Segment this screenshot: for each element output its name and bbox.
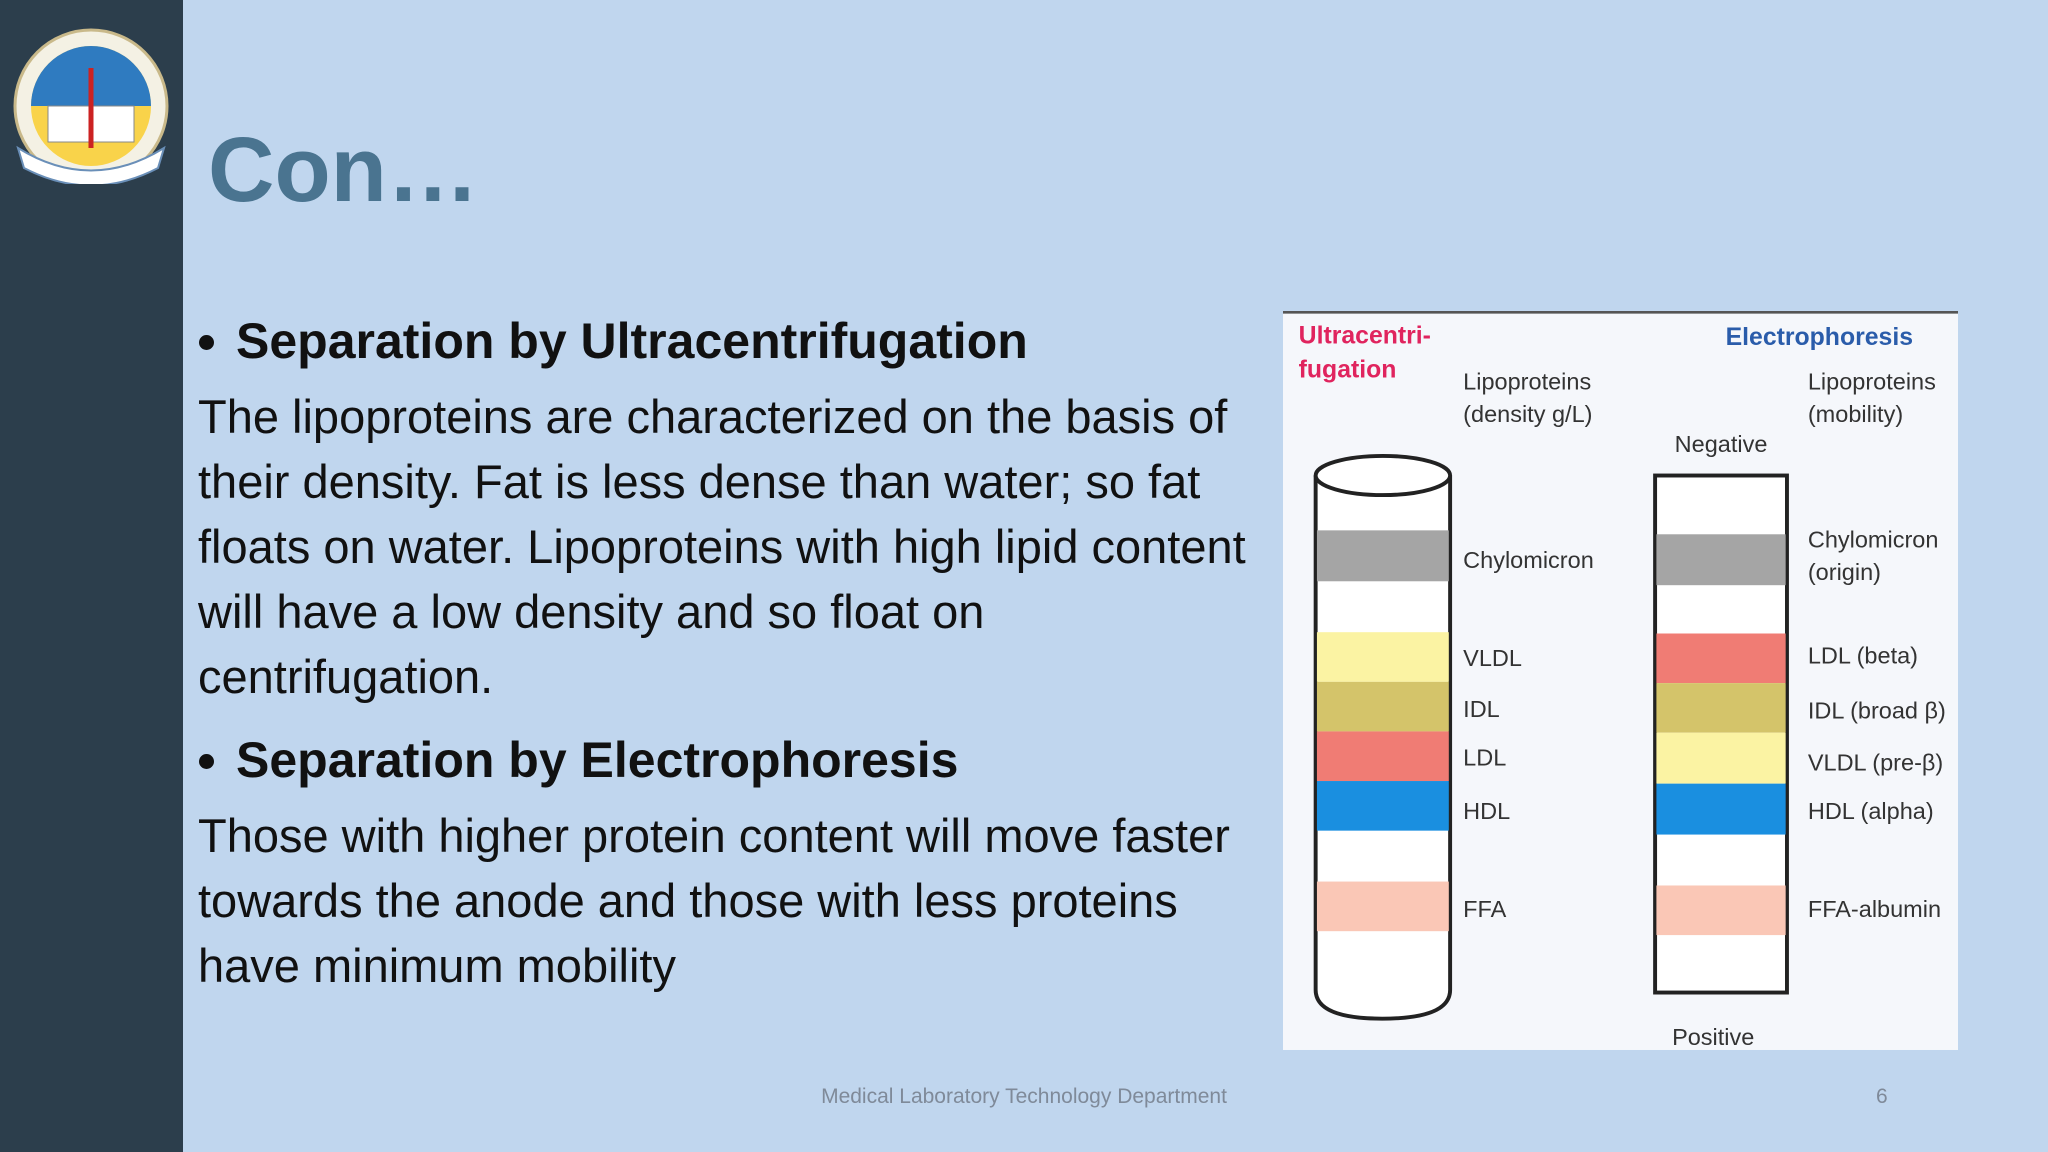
band-label: LDL (beta): [1808, 643, 1918, 669]
logo: [13, 28, 169, 184]
paragraph: The lipoproteins are characterized on th…: [198, 390, 1246, 703]
slide-title: Con…: [208, 119, 479, 221]
band-labels: Chylomicron (origin) LDL (beta) IDL (bro…: [1808, 526, 1946, 921]
band-label: VLDL: [1463, 645, 1522, 671]
band-label: IDL (broad β): [1808, 697, 1946, 723]
band-label: IDL: [1463, 696, 1500, 722]
centrifuge-tube: [1313, 453, 1453, 1021]
paragraph: Those with higher protein content will m…: [198, 809, 1230, 992]
band-label: FFA-albumin: [1808, 896, 1941, 922]
content: Separation by Ultracentrifugation The li…: [198, 302, 1258, 1020]
electrophoresis-strip: [1653, 473, 1789, 995]
column-heading: (density g/L): [1463, 401, 1592, 427]
footer-text: Medical Laboratory Technology Department: [821, 1085, 1227, 1108]
figure-title: fugation: [1299, 357, 1397, 384]
pole-label: Positive: [1672, 1024, 1754, 1050]
column-heading: Lipoproteins: [1463, 368, 1591, 394]
figure-titles: Ultracentri- fugation Electrophoresis: [1299, 323, 1913, 384]
band-label: FFA: [1463, 896, 1506, 922]
band-label: Chylomicron: [1463, 547, 1594, 573]
bullet-heading: Separation by Electrophoresis: [236, 731, 1258, 789]
figure-labels: Lipoproteins (density g/L) Lipoproteins …: [1463, 368, 1936, 1049]
band-label: Chylomicron: [1808, 526, 1939, 552]
column-heading: Lipoproteins: [1808, 368, 1936, 394]
figure-title: Electrophoresis: [1726, 324, 1913, 351]
column-heading: (mobility): [1808, 401, 1903, 427]
band-label: HDL (alpha): [1808, 798, 1934, 824]
lipoprotein-figure: Ultracentri- fugation Electrophoresis Li…: [1283, 311, 1958, 1050]
band-label: HDL: [1463, 798, 1510, 824]
band-label: LDL: [1463, 744, 1506, 770]
figure-title: Ultracentri-: [1299, 323, 1431, 350]
bullet-list: Separation by Electrophoresis: [198, 731, 1258, 789]
pole-label: Negative: [1675, 431, 1768, 457]
bullet-heading: Separation by Ultracentrifugation: [236, 312, 1258, 370]
bullet-list: Separation by Ultracentrifugation: [198, 312, 1258, 370]
band-labels: Chylomicron VLDL IDL LDL HDL FFA: [1463, 547, 1594, 922]
page-number: 6: [1876, 1085, 1888, 1108]
band-label: VLDL (pre-β): [1808, 750, 1943, 776]
sidebar: [0, 0, 183, 1152]
band-label: (origin): [1808, 559, 1881, 585]
